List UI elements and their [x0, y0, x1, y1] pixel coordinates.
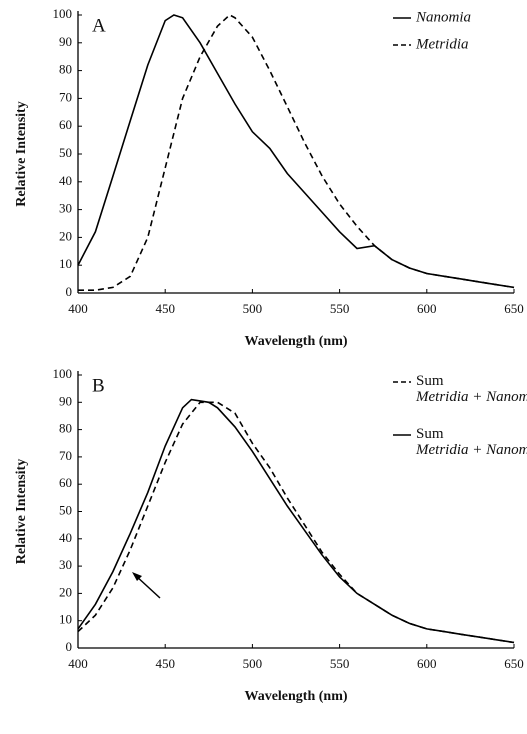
y-tick-label: 10 — [59, 612, 72, 627]
line-series — [77, 401, 515, 644]
y-tick-label: 70 — [59, 448, 72, 463]
y-tick-label: 0 — [66, 284, 73, 299]
y-tick-label: 90 — [59, 393, 72, 408]
y-tick-label: 10 — [59, 256, 72, 271]
y-tick-label: 20 — [59, 228, 72, 243]
y-tick-label: 100 — [53, 366, 73, 381]
y-tick-label: 100 — [53, 6, 73, 21]
x-axis-label: Wavelength (nm) — [244, 334, 347, 349]
y-tick-label: 40 — [59, 173, 72, 188]
y-tick-label: 90 — [59, 34, 72, 49]
x-tick-label: 400 — [68, 656, 88, 671]
arrow-head — [132, 572, 142, 581]
y-tick-label: 20 — [59, 584, 72, 599]
legend-label: Metridia — [415, 36, 469, 52]
legend-label: Sum Metridia + Nanomia x 2 — [415, 426, 527, 458]
y-tick-label: 50 — [59, 145, 72, 160]
x-tick-label: 500 — [243, 301, 263, 316]
y-tick-label: 30 — [59, 201, 72, 216]
y-tick-label: 60 — [59, 475, 72, 490]
y-axis-label: Relative Intensity — [14, 101, 29, 206]
x-tick-label: 400 — [68, 301, 88, 316]
x-axis-label: Wavelength (nm) — [244, 689, 347, 704]
x-tick-label: 600 — [417, 301, 437, 316]
x-tick-label: 650 — [504, 301, 524, 316]
line-series — [77, 398, 515, 644]
y-tick-label: 50 — [59, 502, 72, 517]
y-tick-label: 80 — [59, 62, 72, 77]
y-tick-label: 80 — [59, 421, 72, 436]
x-tick-label: 450 — [155, 656, 175, 671]
legend-label: Sum Metridia + Nanomia — [415, 373, 527, 405]
x-tick-label: 600 — [417, 656, 437, 671]
x-tick-label: 650 — [504, 656, 524, 671]
x-tick-label: 500 — [243, 656, 263, 671]
line-series — [78, 14, 515, 291]
x-tick-label: 550 — [330, 301, 350, 316]
y-tick-label: 70 — [59, 89, 72, 104]
y-axis-label: Relative Intensity — [14, 459, 29, 564]
y-tick-label: 0 — [66, 639, 73, 654]
line-series — [77, 14, 515, 289]
legend-label: Nanomia — [415, 9, 471, 25]
x-tick-label: 550 — [330, 656, 350, 671]
panel-label: A — [92, 15, 106, 36]
panel-label: B — [92, 375, 105, 396]
y-tick-label: 40 — [59, 530, 72, 545]
y-tick-label: 30 — [59, 557, 72, 572]
y-tick-label: 60 — [59, 117, 72, 132]
x-tick-label: 450 — [155, 301, 175, 316]
